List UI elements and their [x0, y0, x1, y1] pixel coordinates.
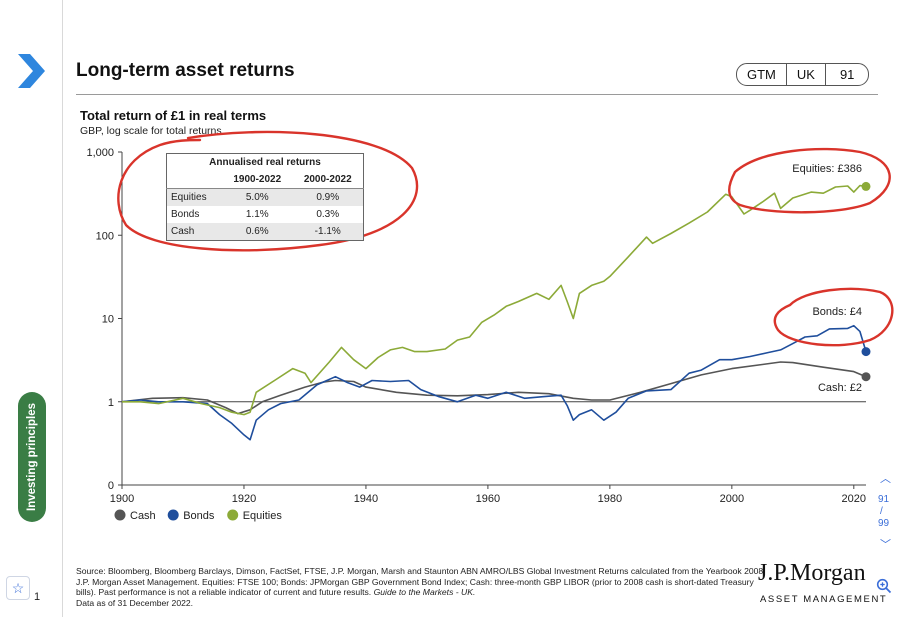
y-tick-label: 0 — [108, 480, 114, 492]
table-row: Cash 0.6% -1.1% — [166, 223, 364, 241]
zoom-in-icon[interactable] — [876, 578, 894, 596]
table-cell-value: 1.1% — [245, 209, 269, 220]
table-cell-asset: Cash — [166, 223, 223, 241]
y-tick-label: 1 — [108, 397, 114, 409]
series-line-cash — [121, 361, 867, 415]
annotation-circle-bonds — [773, 287, 894, 347]
gtm-badge: GTM UK 91 — [736, 63, 870, 86]
gtm-badge-page: 91 — [839, 67, 855, 82]
star-icon[interactable]: ☆ — [6, 576, 30, 600]
series-line-equities — [122, 184, 867, 416]
series-endpoint-bonds — [861, 347, 871, 357]
page-title: Long-term asset returns — [76, 60, 295, 81]
legend-label: Cash — [130, 510, 156, 522]
chevron-down-icon[interactable]: ﹀ — [880, 539, 891, 551]
table-header-period-2: 2000-2022 — [292, 171, 364, 189]
y-tick-label: 1,000 — [86, 147, 114, 159]
table-row: Equities 5.0% 0.9% — [166, 188, 364, 206]
series-endpoint-equities — [861, 181, 871, 191]
x-tick-label: 1900 — [110, 493, 134, 505]
annotation-circle-equities — [728, 147, 891, 214]
source-footnote: Source: Bloomberg, Bloomberg Barclays, D… — [76, 566, 766, 608]
table-cell-asset: Bonds — [171, 209, 200, 220]
table-header-blank — [166, 171, 223, 189]
chart-title: Total return of £1 in real terms — [80, 108, 267, 123]
chart-subtitle: GBP, log scale for total returns — [80, 125, 222, 137]
left-page-number: 1 — [34, 591, 41, 603]
nav-current-page: 91 — [878, 494, 890, 505]
chevron-right-icon[interactable] — [14, 52, 48, 90]
x-tick-label: 1960 — [476, 493, 500, 505]
annualised-returns-table: Annualised real returns 1900-2022 2000-2… — [166, 153, 364, 241]
table-cell-value: 0.9% — [292, 188, 364, 206]
table-cell-value: 0.6% — [222, 223, 293, 241]
legend-marker — [114, 509, 126, 521]
table-title: Annualised real returns — [209, 157, 321, 168]
y-tick-label: 100 — [96, 230, 114, 242]
table-cell-asset: Equities — [166, 188, 223, 206]
legend-label: Equities — [243, 510, 283, 522]
jpmorgan-logo: J.P.Morgan — [758, 560, 866, 586]
gutter-divider — [62, 0, 63, 617]
x-tick-label: 1940 — [354, 493, 378, 505]
table-cell-value: 5.0% — [222, 188, 293, 206]
source-text: Source: Bloomberg, Bloomberg Barclays, D… — [76, 566, 766, 597]
table-row: Bonds 1.1% 0.3% — [167, 206, 364, 223]
legend-marker — [167, 509, 179, 521]
y-tick-label: 10 — [102, 314, 114, 326]
gtm-badge-region: UK — [787, 64, 826, 85]
series-endpoint-cash — [861, 372, 871, 382]
nav-total-pages: 99 — [878, 518, 890, 529]
chevron-up-icon[interactable]: ︿ — [880, 473, 891, 485]
x-tick-label: 2020 — [842, 493, 866, 505]
legend-marker — [227, 509, 239, 521]
table-header-period-1: 1900-2022 — [222, 171, 293, 189]
data-as-of: Data as of 31 December 2022. — [76, 597, 194, 608]
title-divider — [76, 94, 878, 95]
series-end-label: Bonds: £4 — [812, 306, 862, 318]
legend-label: Bonds — [183, 510, 215, 522]
gtm-badge-gtm: GTM — [737, 64, 787, 85]
series-line-bonds — [121, 324, 867, 441]
table-cell-value: 0.3% — [316, 209, 340, 220]
series-end-label: Cash: £2 — [818, 382, 862, 394]
x-tick-label: 2000 — [720, 493, 744, 505]
nav-separator: / — [880, 506, 883, 517]
x-tick-label: 1920 — [232, 493, 256, 505]
jpmorgan-logo-sub: ASSET MANAGEMENT — [760, 594, 888, 605]
source-italic: Guide to the Markets - UK. — [373, 587, 476, 597]
annotation-circle-table — [117, 130, 419, 252]
side-tab-investing-principles[interactable]: Investing principles — [18, 392, 46, 522]
table-cell-value: -1.1% — [292, 223, 364, 241]
series-end-label: Equities: £386 — [792, 163, 862, 175]
x-tick-label: 1980 — [598, 493, 622, 505]
